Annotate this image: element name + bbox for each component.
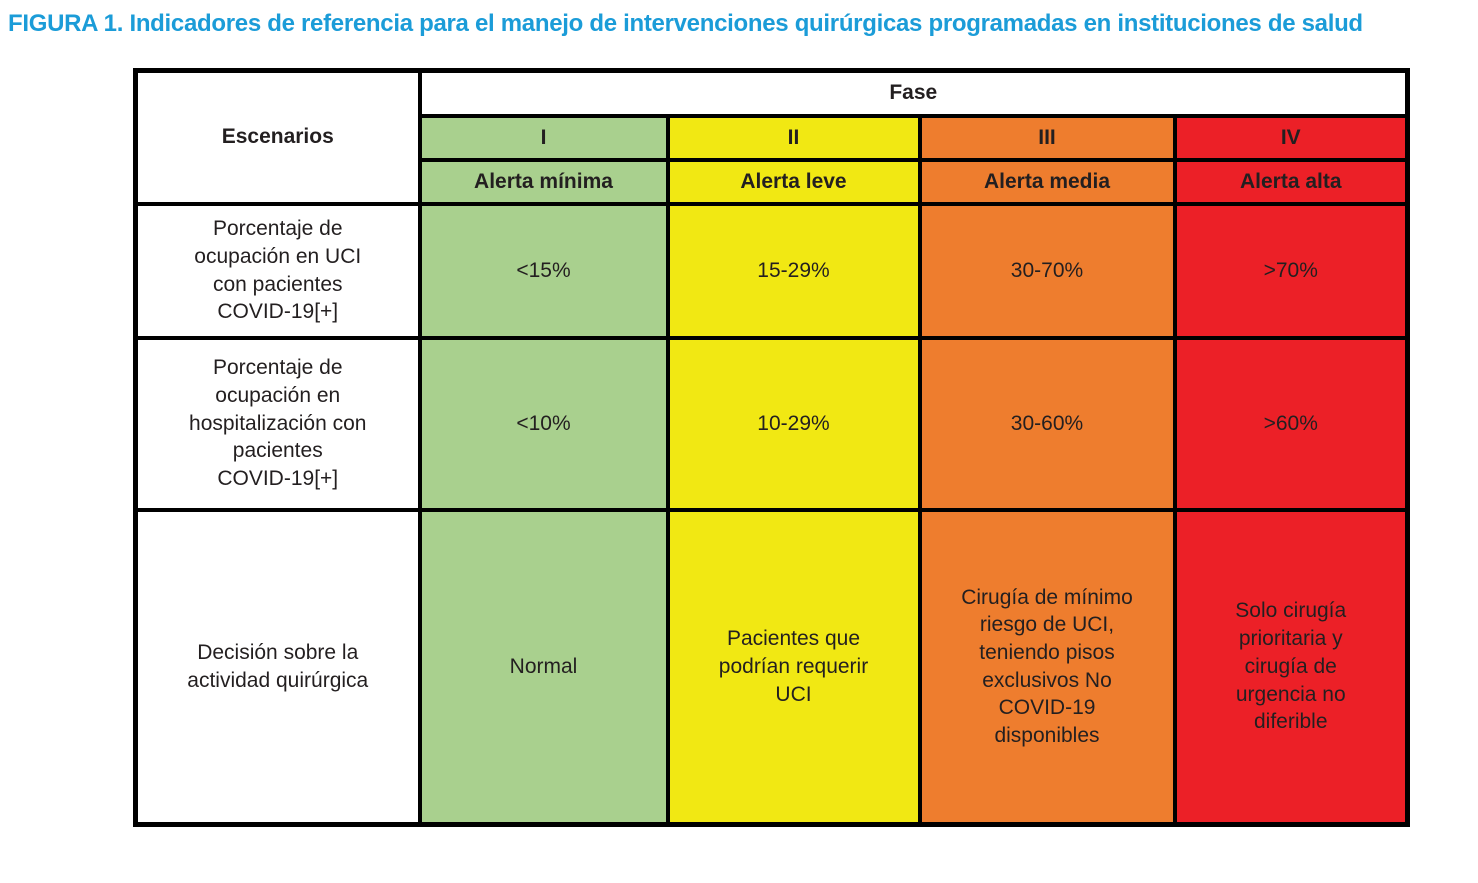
header-row-fase: Escenarios Fase	[133, 68, 1410, 206]
alert-level-cell-2: Alerta leve	[665, 157, 922, 206]
fase-header: Fase	[417, 68, 1410, 118]
surgical-decision-phase-4: Solo cirugía prioritaria y cirugía de ur…	[1172, 507, 1410, 827]
row-label-surgical-decision: Decisión sobre la actividad quirúrgica	[133, 507, 422, 827]
hospitalization-value-phase-1: <10%	[417, 335, 670, 512]
phase-numeral-cell-4: IV	[1172, 113, 1410, 162]
row-label-hospitalization-occupancy: Porcentaje de ocupación en hospitalizaci…	[133, 335, 422, 512]
indicator-table: Escenarios Fase I II III IV Alerta mínim…	[133, 68, 1410, 827]
header-row-alert-levels: Alerta mínima Alerta leve Alerta media A…	[136, 157, 1410, 206]
uci-occupancy-value-phase-2: 15-29%	[665, 201, 922, 340]
phase-numeral-cell-1: I	[417, 113, 670, 162]
figure-table-wrapper: Escenarios Fase I II III IV Alerta mínim…	[133, 68, 1410, 827]
alert-level-cell-3: Alerta media	[917, 157, 1177, 206]
hospitalization-value-phase-2: 10-29%	[665, 335, 922, 512]
surgical-decision-phase-1: Normal	[417, 507, 670, 827]
phase-numeral-cell-2: II	[665, 113, 922, 162]
row-surgical-decision: Decisión sobre la actividad quirúrgica N…	[133, 507, 1410, 827]
figure-title: FIGURA 1. Indicadores de referencia para…	[8, 10, 1363, 37]
surgical-decision-phase-2: Pacientes que podrían requerir UCI	[665, 507, 922, 827]
row-hospitalization-occupancy: Porcentaje de ocupación en hospitalizaci…	[133, 335, 1410, 512]
surgical-decision-phase-3: Cirugía de mínimo riesgo de UCI, teniend…	[917, 507, 1177, 827]
hospitalization-value-phase-3: 30-60%	[917, 335, 1177, 512]
phase-numeral-cell-3: III	[917, 113, 1177, 162]
row-uci-occupancy: Porcentaje de ocupación en UCI con pacie…	[133, 201, 1410, 340]
hospitalization-value-phase-4: >60%	[1172, 335, 1410, 512]
alert-level-cell-4: Alerta alta	[1172, 157, 1410, 206]
row-label-uci-occupancy: Porcentaje de ocupación en UCI con pacie…	[133, 201, 422, 340]
uci-occupancy-value-phase-4: >70%	[1172, 201, 1410, 340]
escenarios-corner-header: Escenarios	[133, 68, 422, 206]
alert-level-cell-1: Alerta mínima	[417, 157, 670, 206]
uci-occupancy-value-phase-1: <15%	[417, 201, 670, 340]
header-row-phase-numerals: I II III IV	[136, 113, 1410, 162]
uci-occupancy-value-phase-3: 30-70%	[917, 201, 1177, 340]
